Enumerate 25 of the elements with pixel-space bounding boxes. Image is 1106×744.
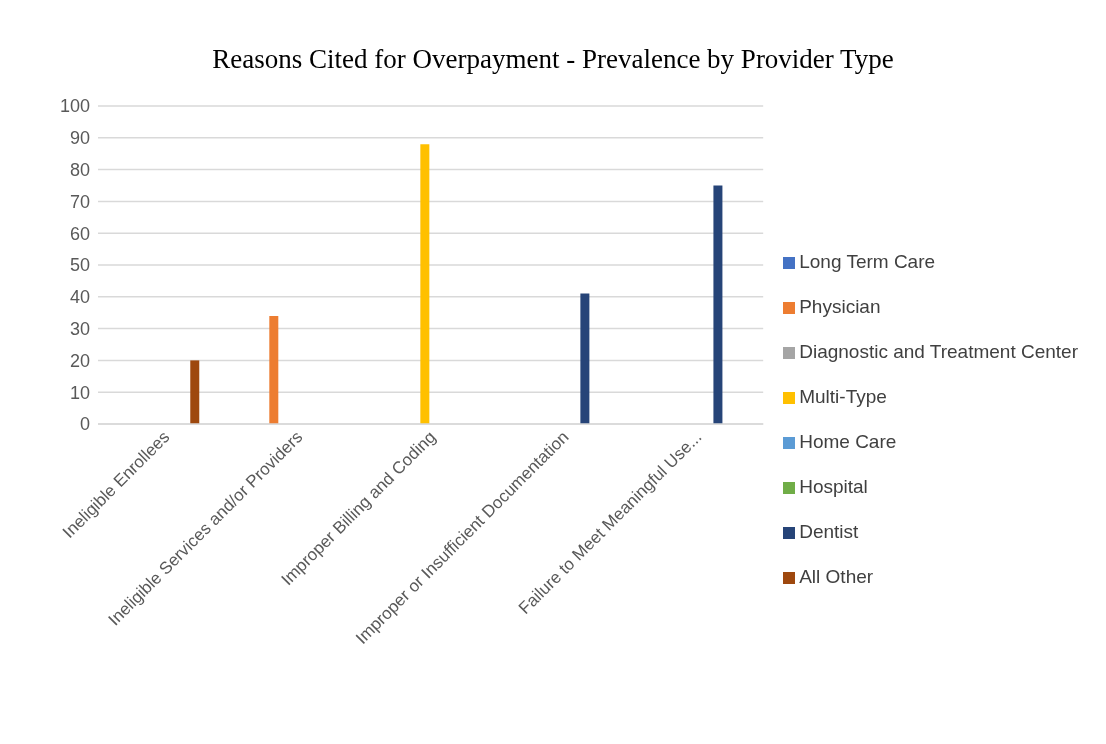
y-tick-label: 10: [69, 382, 90, 403]
bar: [580, 293, 590, 424]
legend-label: All Other: [799, 566, 874, 587]
y-tick-label: 80: [69, 159, 90, 180]
y-tick-label: 100: [59, 96, 90, 117]
legend-label: Diagnostic and Treatment Center: [799, 341, 1078, 362]
y-tick-label: 20: [69, 350, 90, 371]
y-tick-label: 30: [69, 318, 90, 339]
y-tick-label: 70: [69, 191, 90, 212]
y-tick-label: 0: [79, 414, 90, 435]
legend-label: Long Term Care: [799, 251, 936, 272]
bar: [713, 185, 723, 424]
y-tick-label: 60: [69, 223, 90, 244]
legend-label: Multi-Type: [799, 386, 887, 407]
bar: [190, 360, 200, 424]
bar: [269, 315, 279, 424]
y-tick-label: 40: [69, 287, 90, 308]
chart-title: Reasons Cited for Overpayment - Prevalence by Provider Type: [211, 43, 895, 76]
legend-label: Dentist: [799, 521, 859, 542]
y-tick-label: 50: [69, 255, 90, 276]
legend-label: Physician: [799, 296, 881, 317]
legend-label: Hospital: [799, 476, 868, 497]
legend-label: Home Care: [799, 431, 897, 452]
y-tick-label: 90: [69, 128, 90, 149]
bar: [420, 144, 430, 424]
